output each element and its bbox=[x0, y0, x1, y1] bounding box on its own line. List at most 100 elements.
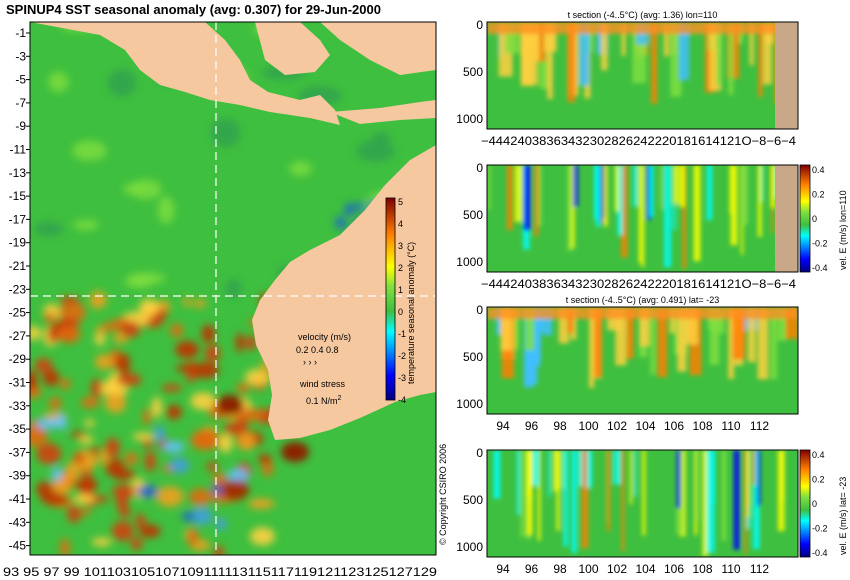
velocity-label: velocity (m/s) bbox=[298, 332, 351, 342]
panel-colorbar-label: vel. E (m/s) lon=110 bbox=[838, 190, 848, 270]
map-anomaly-patch bbox=[223, 422, 248, 436]
map-anomaly-patch bbox=[35, 418, 57, 430]
map-anomaly-patch bbox=[60, 378, 71, 390]
map-lat-tick: -27 bbox=[9, 329, 27, 343]
map-lat-tick: -35 bbox=[9, 422, 27, 436]
map-colorbar-label: temperature seasonal anomaly (°C) bbox=[406, 242, 416, 384]
panel-ytick: 500 bbox=[463, 65, 483, 79]
panel-xtick: 102 bbox=[607, 562, 627, 576]
panel-colorbar-tick: 0.4 bbox=[812, 450, 825, 460]
map-anomaly-patch bbox=[60, 538, 70, 555]
map-anomaly-patch bbox=[142, 438, 153, 448]
map-anomaly-patch bbox=[90, 379, 104, 397]
map-anomaly-patch bbox=[289, 161, 312, 177]
map-anomaly-patch bbox=[335, 221, 348, 230]
map-lat-tick: -43 bbox=[9, 515, 27, 529]
map-anomaly-patch bbox=[182, 297, 192, 307]
map-anomaly-patch bbox=[67, 505, 81, 523]
panel-colorbar-tick: -0.2 bbox=[812, 524, 828, 534]
panel-xtick: 104 bbox=[635, 419, 655, 433]
panel-xticks: −44424038363432302826242220181614121O−8−… bbox=[481, 277, 796, 291]
panel-field bbox=[487, 450, 798, 557]
map-anomaly-patch bbox=[135, 513, 146, 528]
map-lat-tick: -13 bbox=[9, 166, 27, 180]
panel-xticks: −44424038363432302826242220181614121O−8−… bbox=[481, 134, 796, 148]
panel-frame bbox=[486, 449, 799, 558]
map-anomaly-patch bbox=[144, 451, 156, 472]
map-anomaly-patch bbox=[59, 296, 80, 304]
map-anomaly-patch bbox=[170, 323, 184, 338]
map-anomaly-patch bbox=[262, 459, 274, 477]
map-anomaly-patch bbox=[162, 441, 185, 453]
panel-colorbar-tick: 0.2 bbox=[812, 190, 825, 200]
map-anomaly-patch bbox=[221, 480, 249, 500]
map-anomaly-patch bbox=[48, 397, 62, 410]
map-lat-tick: -41 bbox=[9, 492, 27, 506]
panel-ytick: 500 bbox=[463, 350, 483, 364]
panel-ytick: 500 bbox=[463, 493, 483, 507]
map-lat-tick: -25 bbox=[9, 306, 27, 320]
velocity-scale: 0.2 0.4 0.8 bbox=[296, 345, 339, 355]
panel-ytick: 500 bbox=[463, 208, 483, 222]
map-colorbar-tick: 4 bbox=[398, 219, 403, 229]
main-title: SPINUP4 SST seasonal anomaly (avg: 0.307… bbox=[6, 2, 381, 17]
panel-colorbar-tick: -0.2 bbox=[812, 239, 828, 249]
panel-ytick: 1000 bbox=[456, 112, 483, 126]
map-anomaly-patch bbox=[58, 302, 86, 324]
map-anomaly-patch bbox=[258, 453, 272, 464]
map-anomaly-patch bbox=[186, 527, 199, 547]
panel-colorbar-tick: 0.4 bbox=[812, 165, 825, 175]
map-colorbar-tick: -3 bbox=[398, 373, 406, 383]
map-anomaly-patch bbox=[356, 140, 396, 162]
map-lat-tick: -45 bbox=[9, 539, 27, 553]
map-anomaly-patch bbox=[112, 484, 136, 499]
map-anomaly-patch bbox=[122, 183, 143, 195]
map-colorbar-tick: 0 bbox=[398, 307, 403, 317]
panel-frame bbox=[486, 306, 799, 415]
map-anomaly-patch bbox=[40, 492, 68, 505]
map-anomaly-patch bbox=[105, 458, 125, 477]
panel-colorbar: 0.4 0.2 0 -0.2 -0.4 vel. E (m/s) lon=110 bbox=[799, 164, 848, 273]
panel-xtick: 96 bbox=[525, 562, 539, 576]
panel-xtick: 106 bbox=[664, 562, 684, 576]
sst-map bbox=[30, 22, 436, 555]
panel-colorbar-tick: 0.2 bbox=[812, 475, 825, 485]
map-frame bbox=[29, 21, 437, 556]
panel-xtick: 112 bbox=[750, 562, 769, 576]
map-colorbar-tick: -4 bbox=[398, 395, 406, 405]
panel-title: t section (-4..5°C) (avg: 1.36) lon=110 bbox=[568, 10, 718, 20]
map-anomaly-patch bbox=[137, 484, 158, 498]
copyright: © Copyright CSIRO 2006 bbox=[438, 444, 448, 545]
map-anomaly-patch bbox=[168, 457, 190, 474]
map-anomaly-patch bbox=[192, 362, 219, 379]
map-anomaly-patch bbox=[235, 332, 244, 353]
map-anomaly-patch bbox=[94, 334, 106, 346]
map-anomaly-patch bbox=[84, 419, 95, 428]
map-anomaly-patch bbox=[65, 462, 80, 482]
map-anomaly-patch bbox=[72, 140, 107, 161]
map-anomaly-patch bbox=[77, 478, 98, 491]
panel-xtick: 106 bbox=[664, 419, 684, 433]
map-anomaly-patch bbox=[30, 326, 41, 341]
map-anomaly-patch bbox=[79, 508, 91, 516]
map-anomaly-patch bbox=[44, 312, 56, 323]
map-anomaly-patch bbox=[182, 511, 195, 522]
map-anomaly-patch bbox=[105, 437, 120, 458]
map-anomaly-patch bbox=[91, 537, 112, 547]
panel-ytick: 0 bbox=[476, 18, 483, 32]
map-lat-tick: -15 bbox=[9, 189, 27, 203]
map-lat-tick: -1 bbox=[15, 26, 26, 40]
panel-ytick: 1000 bbox=[456, 397, 483, 411]
map-anomaly-patch bbox=[130, 537, 143, 551]
panel-xtick: 102 bbox=[607, 419, 627, 433]
map-colorbar-tick: -1 bbox=[398, 329, 406, 339]
map-anomaly-patch bbox=[210, 118, 241, 148]
panel-xtick: 100 bbox=[578, 562, 598, 576]
map-anomaly-patch bbox=[157, 196, 175, 224]
map-anomaly-patch bbox=[213, 546, 225, 555]
map-anomaly-patch bbox=[188, 488, 212, 506]
section-panel-2: 0 500 1000 −4442403836343230282624222018161… bbox=[456, 161, 848, 291]
map-anomaly-patch bbox=[73, 494, 95, 504]
